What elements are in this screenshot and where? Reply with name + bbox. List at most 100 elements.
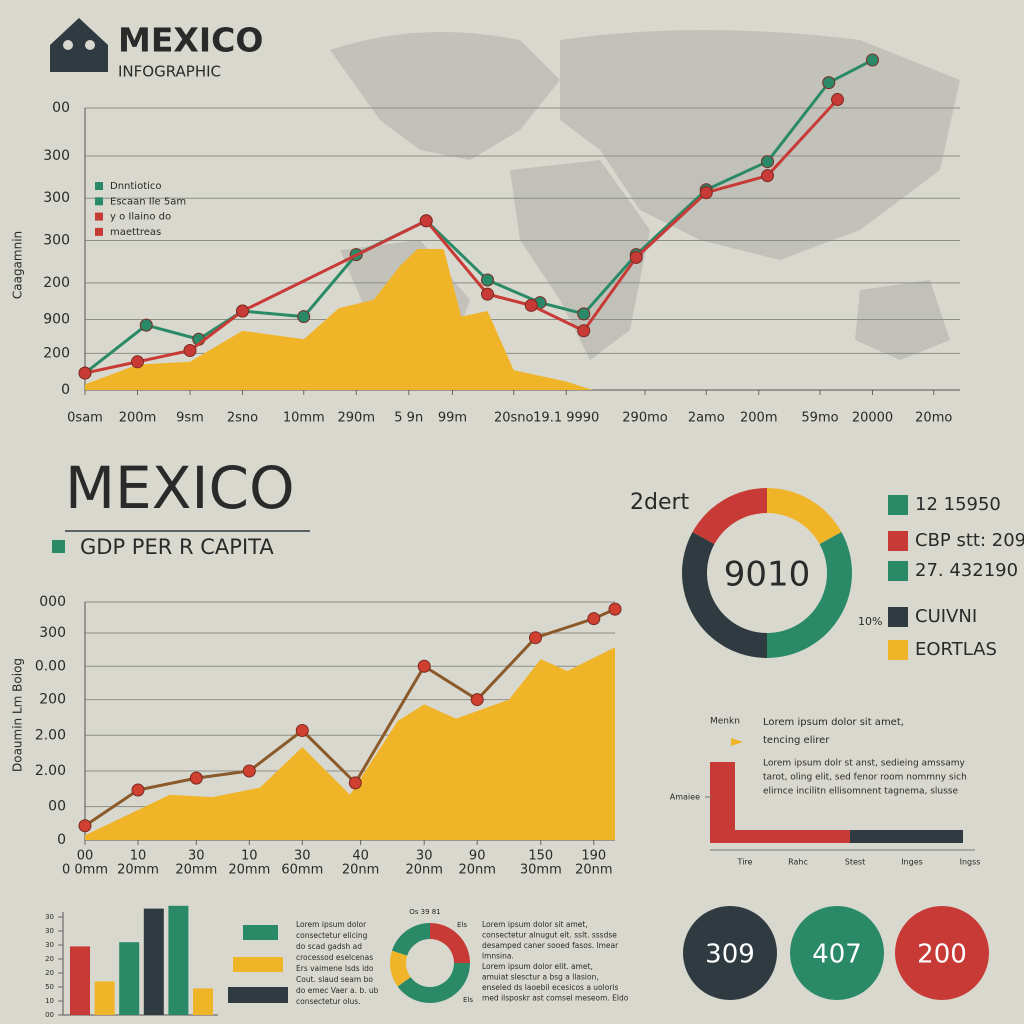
legend-label: CBP stt: 2090 xyxy=(915,530,1024,551)
note-text: consectetur olus. xyxy=(296,997,361,1006)
point xyxy=(529,631,542,645)
y-tick-label: 0 xyxy=(61,382,70,398)
point xyxy=(78,366,92,380)
axis-label: Ingss xyxy=(960,858,981,867)
stat-circle xyxy=(790,906,884,1000)
axis-label: Rahc xyxy=(788,858,808,867)
l-shape-bar xyxy=(710,762,735,843)
y-tick-label: 0 xyxy=(57,832,66,848)
area xyxy=(85,249,593,390)
y-tick-label: 300 xyxy=(43,233,70,249)
y-tick-label: 00 xyxy=(52,100,70,116)
point xyxy=(295,724,309,738)
point xyxy=(831,93,844,107)
x-tick-label: 30 xyxy=(416,849,433,864)
donut-title: 2dert xyxy=(630,490,690,515)
x-tick-label: 150 xyxy=(528,849,553,864)
x-tick-label: 200m xyxy=(740,411,777,426)
note-text: Cout. slaud seam bo xyxy=(296,975,373,984)
chart-title: MEXICO xyxy=(65,454,295,522)
note-text: consectetur elicing xyxy=(296,931,368,940)
note-text: med ilsposkr ast comsel meseom. Eldo xyxy=(482,994,629,1003)
y-tick-label: 00 xyxy=(48,799,66,815)
donut-segment xyxy=(692,488,767,545)
point xyxy=(761,169,774,183)
area xyxy=(85,647,615,840)
donut-annotation: 10% xyxy=(858,615,882,628)
y-tick-label: 200 xyxy=(43,345,70,361)
x-tick-label: 30 xyxy=(294,849,311,864)
x-tick-label: 290m xyxy=(338,411,375,426)
point xyxy=(189,771,203,785)
donut-segment xyxy=(767,532,852,658)
x-tick-label: 10mm xyxy=(283,411,325,426)
x-tick-label: 00 xyxy=(77,849,94,864)
y-tick-label: 2.00 xyxy=(35,727,66,743)
y-tick-label: 2.00 xyxy=(35,763,66,779)
axis-label: Inges xyxy=(901,858,923,867)
donut-segment xyxy=(682,532,767,658)
legend-swatch xyxy=(888,640,908,660)
x-tick-label: 2amo xyxy=(688,411,725,426)
point xyxy=(699,186,713,200)
y-tick-label: 300 xyxy=(43,148,70,164)
y-tick-label: 10 xyxy=(45,997,54,1005)
legend-label: EORTLAS xyxy=(915,639,997,660)
note-heading: tencing elirer xyxy=(763,735,830,746)
y-tick-label: 200 xyxy=(39,692,66,708)
l-shape-bar xyxy=(735,830,850,843)
point xyxy=(139,318,153,332)
house-window xyxy=(85,40,95,50)
legend-swatch xyxy=(888,495,908,515)
y-tick-label: 300 xyxy=(39,625,66,641)
x-tick-label: 19.1 9990 xyxy=(533,411,599,426)
point xyxy=(470,693,484,707)
y-tick-label: 200 xyxy=(43,275,70,291)
donut-label: Os 39 81 xyxy=(409,908,440,916)
legend-label: 12 15950 xyxy=(915,494,1001,515)
y-tick-label: 50 xyxy=(45,983,54,991)
x-tick-label: 20mm xyxy=(117,863,159,878)
point xyxy=(236,304,249,318)
y-tick-label: 00 xyxy=(45,1011,54,1019)
bar xyxy=(70,946,90,1015)
bar xyxy=(193,988,213,1015)
note-text: do emec Vaer a. b. ub xyxy=(296,986,379,995)
donut-label: Els xyxy=(457,921,467,929)
y-tick-label: 20 xyxy=(45,955,54,963)
legend-label: CUIVNI xyxy=(915,606,977,627)
bar xyxy=(143,908,164,1015)
y-tick-label: 30 xyxy=(45,913,54,921)
stat-label: 309 xyxy=(705,940,755,970)
l-shape-bar xyxy=(850,830,963,843)
legend-swatch xyxy=(888,531,908,551)
stat-label: 200 xyxy=(917,940,967,970)
donut-center-label: 9010 xyxy=(724,555,811,595)
note-text: Lorem ipsum dolor xyxy=(296,920,367,929)
bar xyxy=(119,942,140,1015)
header-title: MEXICO xyxy=(118,21,263,60)
x-tick-label: 20sno xyxy=(494,411,534,426)
point xyxy=(131,783,145,797)
note-text: enseled ds laoebil ecesicos a uoloris xyxy=(482,983,618,992)
donut-segment xyxy=(390,950,411,987)
donut-segment xyxy=(430,923,470,963)
x-tick-label: 20nm xyxy=(342,863,379,878)
note-text: crocessod eselcenas xyxy=(296,953,373,962)
legend-label: Dnntiotico xyxy=(110,181,162,192)
y-tick-label: 300 xyxy=(43,190,70,206)
point xyxy=(419,214,433,228)
point xyxy=(822,76,836,90)
bar xyxy=(94,981,115,1015)
note-text: consectetur alnugut elt. sslt. sssdse xyxy=(482,931,617,940)
note-heading: Lorem ipsum dolor sit amet, xyxy=(763,717,904,728)
y-tick-label: 30 xyxy=(45,927,54,935)
line xyxy=(84,98,839,375)
legend-swatch xyxy=(95,212,103,221)
axis-label: Stest xyxy=(845,858,865,867)
point xyxy=(417,659,431,673)
x-tick-label: 90 xyxy=(469,849,486,864)
x-tick-label: 40 xyxy=(352,849,369,864)
x-tick-label: 99m xyxy=(438,411,467,426)
